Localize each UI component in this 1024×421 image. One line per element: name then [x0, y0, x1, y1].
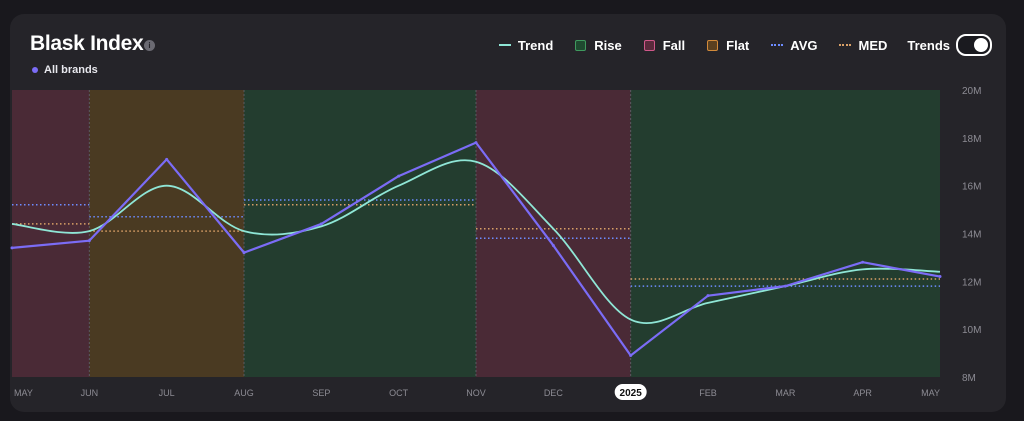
- trends-toggle-label: Trends: [907, 37, 950, 53]
- x-tick-label: JUL: [159, 388, 175, 398]
- trend-line-icon: [498, 44, 511, 46]
- legend-item-flat[interactable]: Flat: [707, 38, 749, 53]
- rise-box-icon: [575, 39, 587, 51]
- page-title: Blask Index: [30, 32, 144, 55]
- y-tick-label: 16M: [962, 182, 981, 193]
- legend-label-avg: AVG: [790, 37, 818, 53]
- x-tick-label: MAR: [775, 388, 796, 398]
- x-tick-label: OCT: [389, 388, 409, 398]
- x-tick-label: DEC: [544, 388, 564, 398]
- y-tick-label: 8M: [962, 373, 976, 384]
- legend-label-rise: Rise: [594, 37, 622, 53]
- region-flat-1: [89, 90, 244, 377]
- med-line-icon: [839, 44, 852, 46]
- avg-line-icon: [771, 44, 784, 46]
- y-tick-label: 10M: [962, 325, 981, 336]
- y-tick-label: 12M: [962, 277, 981, 288]
- data-point[interactable]: [397, 174, 401, 178]
- legend-item-med[interactable]: MED: [839, 38, 887, 53]
- x-tick-label: APR: [853, 388, 872, 398]
- data-point[interactable]: [861, 260, 865, 264]
- series-tag[interactable]: All brands: [32, 64, 98, 76]
- x-tick-label: SEP: [312, 388, 330, 398]
- x-tick-label: NOV: [466, 388, 486, 398]
- data-point[interactable]: [938, 275, 942, 279]
- series-tag-label: All brands: [44, 64, 98, 76]
- legend-item-fall[interactable]: Fall: [643, 37, 686, 53]
- y-tick-label: 18M: [962, 134, 981, 145]
- data-point[interactable]: [242, 251, 246, 255]
- legend-label-med: MED: [858, 37, 888, 53]
- data-point[interactable]: [474, 141, 478, 145]
- data-point[interactable]: [165, 157, 169, 161]
- data-point[interactable]: [551, 243, 555, 247]
- data-point[interactable]: [87, 239, 91, 243]
- legend-label-trend: Trend: [517, 37, 554, 53]
- x-tick-label: FEB: [699, 388, 717, 398]
- y-tick-label: 20M: [962, 86, 981, 97]
- legend: Trend Rise Fall Flat AVG MED Trends: [477, 34, 992, 56]
- toggle-knob: [974, 38, 988, 52]
- legend-label-flat: Flat: [726, 37, 750, 53]
- chart-svg: 8M 10M 12M 14M 16M 18M 20M MAY JUN JUL AUG SEP OCT NO…: [10, 86, 981, 400]
- data-point[interactable]: [629, 353, 633, 357]
- chart-card: Blask Index i All brands Trend Rise Fall…: [10, 14, 1006, 412]
- data-point[interactable]: [319, 222, 323, 226]
- data-point[interactable]: [706, 294, 710, 298]
- x-tick-label-highlighted[interactable]: 2025: [620, 388, 643, 399]
- series-dot-icon: [32, 67, 38, 73]
- x-tick-label: AUG: [234, 388, 254, 398]
- region-fall-3: [476, 90, 631, 377]
- fall-box-icon: [643, 39, 655, 51]
- data-point[interactable]: [10, 246, 14, 250]
- highlighted-tick-pill: [614, 384, 647, 400]
- legend-item-avg[interactable]: AVG: [771, 38, 817, 53]
- y-tick-label: 14M: [962, 230, 981, 241]
- legend-item-trends-toggle: Trends: [907, 34, 992, 56]
- region-rise-4: [630, 90, 940, 377]
- legend-label-fall: Fall: [662, 37, 686, 53]
- legend-item-rise[interactable]: Rise: [575, 37, 622, 53]
- x-tick-label: MAY: [14, 388, 33, 398]
- flat-box-icon: [707, 39, 719, 51]
- x-tick-label: JUN: [81, 388, 99, 398]
- legend-item-trend[interactable]: Trend: [498, 37, 554, 53]
- data-point[interactable]: [783, 284, 787, 288]
- info-icon[interactable]: i: [144, 40, 155, 51]
- x-tick-label: MAY: [921, 388, 940, 398]
- trends-toggle[interactable]: [956, 34, 992, 56]
